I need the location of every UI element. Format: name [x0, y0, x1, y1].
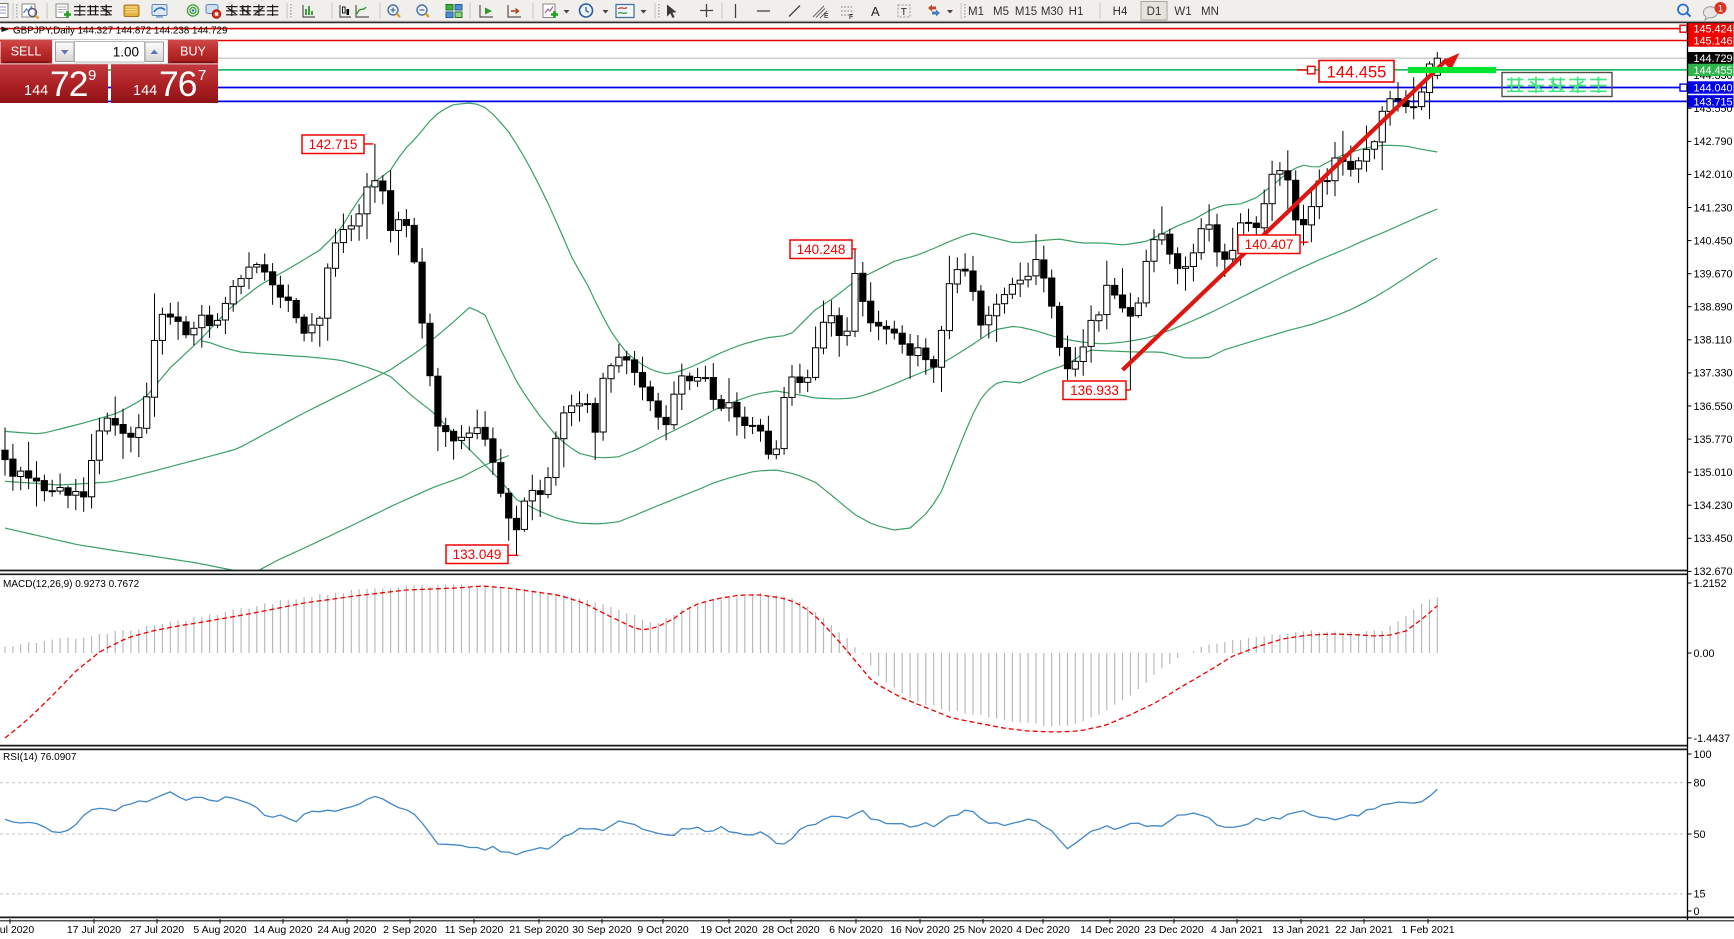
svg-text:144.729: 144.729	[1694, 53, 1733, 65]
svg-text:72: 72	[50, 64, 88, 104]
svg-text:23 Dec 2020: 23 Dec 2020	[1144, 924, 1204, 936]
svg-text:76: 76	[159, 64, 197, 104]
svg-text:135.770: 135.770	[1694, 434, 1733, 446]
svg-text:T: T	[901, 7, 907, 18]
svg-text:28 Oct 2020: 28 Oct 2020	[762, 924, 819, 936]
svg-text:17 Jul 2020: 17 Jul 2020	[67, 924, 121, 936]
svg-text:134.230: 134.230	[1694, 500, 1733, 512]
svg-text:141.230: 141.230	[1694, 202, 1733, 214]
svg-text:6 Nov 2020: 6 Nov 2020	[829, 924, 883, 936]
svg-text:1: 1	[1718, 4, 1723, 15]
svg-text:30 Sep 2020: 30 Sep 2020	[572, 924, 632, 936]
svg-text:140.407: 140.407	[1245, 237, 1294, 252]
svg-text:132.670: 132.670	[1694, 566, 1733, 578]
svg-text:80: 80	[1694, 778, 1706, 790]
svg-text:-1.4437: -1.4437	[1694, 733, 1731, 745]
svg-text:14 Aug 2020: 14 Aug 2020	[254, 924, 313, 936]
svg-text:A: A	[871, 4, 880, 19]
svg-text:M5: M5	[993, 6, 1009, 18]
svg-text:137.330: 137.330	[1694, 368, 1733, 380]
svg-text:9: 9	[88, 67, 96, 84]
svg-text:142.010: 142.010	[1694, 169, 1733, 181]
svg-text:8 Jul 2020: 8 Jul 2020	[0, 924, 34, 936]
svg-text:11 Sep 2020: 11 Sep 2020	[445, 924, 504, 936]
svg-text:RSI(14) 76.0907: RSI(14) 76.0907	[3, 752, 77, 763]
svg-text:140.450: 140.450	[1694, 235, 1733, 247]
svg-text:142.790: 142.790	[1694, 136, 1733, 148]
svg-text:5 Aug 2020: 5 Aug 2020	[193, 924, 246, 936]
svg-text:144: 144	[133, 83, 157, 99]
svg-text:M30: M30	[1041, 6, 1063, 18]
svg-text:4 Dec 2020: 4 Dec 2020	[1016, 924, 1070, 936]
svg-text:SELL: SELL	[11, 45, 42, 59]
svg-text:136.933: 136.933	[1070, 383, 1119, 398]
svg-text:50: 50	[1694, 829, 1706, 841]
svg-text:15: 15	[1694, 889, 1706, 901]
svg-text:144.455: 144.455	[1694, 65, 1733, 77]
svg-text:24 Aug 2020: 24 Aug 2020	[318, 924, 377, 936]
svg-text:MN: MN	[1201, 6, 1219, 18]
svg-text:13 Jan 2021: 13 Jan 2021	[1272, 924, 1330, 936]
svg-text:100: 100	[1694, 749, 1712, 761]
svg-text:1.2152: 1.2152	[1694, 578, 1727, 590]
svg-text:145.146: 145.146	[1694, 35, 1733, 47]
svg-text:7: 7	[198, 67, 206, 84]
svg-text:145.424: 145.424	[1694, 24, 1733, 36]
svg-text:D1: D1	[1147, 6, 1162, 18]
svg-text:4 Jan 2021: 4 Jan 2021	[1211, 924, 1263, 936]
svg-text:1 Feb 2021: 1 Feb 2021	[1401, 924, 1454, 936]
svg-text:139.670: 139.670	[1694, 269, 1733, 281]
svg-text:M1: M1	[968, 6, 984, 18]
svg-text:H1: H1	[1069, 6, 1084, 18]
svg-text:138.890: 138.890	[1694, 302, 1733, 314]
svg-text:E: E	[824, 13, 829, 20]
svg-text:144.040: 144.040	[1694, 82, 1733, 94]
svg-text:9 Oct 2020: 9 Oct 2020	[637, 924, 689, 936]
svg-text:MACD(12,26,9) 0.9273 0.7672: MACD(12,26,9) 0.9273 0.7672	[3, 579, 140, 590]
svg-text:19 Oct 2020: 19 Oct 2020	[700, 924, 757, 936]
svg-text:133.049: 133.049	[453, 547, 502, 562]
svg-text:1.00: 1.00	[113, 45, 139, 60]
svg-text:142.715: 142.715	[309, 137, 358, 152]
svg-text:140.248: 140.248	[797, 242, 846, 257]
svg-text:W1: W1	[1174, 6, 1191, 18]
svg-text:143.715: 143.715	[1694, 96, 1733, 108]
svg-text:2 Sep 2020: 2 Sep 2020	[383, 924, 437, 936]
svg-text:0: 0	[1694, 906, 1700, 918]
svg-text:M15: M15	[1015, 6, 1037, 18]
svg-text:27 Jul 2020: 27 Jul 2020	[130, 924, 184, 936]
svg-text:BUY: BUY	[180, 45, 206, 59]
svg-text:144.455: 144.455	[1327, 64, 1387, 82]
svg-text:21 Sep 2020: 21 Sep 2020	[509, 924, 569, 936]
svg-text:16 Nov 2020: 16 Nov 2020	[890, 924, 950, 936]
svg-text:133.450: 133.450	[1694, 533, 1733, 545]
svg-text:136.550: 136.550	[1694, 401, 1733, 413]
svg-text:0.00: 0.00	[1694, 648, 1715, 660]
svg-text:135.010: 135.010	[1694, 467, 1733, 479]
svg-text:14 Dec 2020: 14 Dec 2020	[1080, 924, 1140, 936]
svg-text:138.110: 138.110	[1694, 335, 1732, 347]
svg-text:144: 144	[24, 83, 48, 99]
svg-text:H4: H4	[1113, 6, 1128, 18]
svg-text:25 Nov 2020: 25 Nov 2020	[953, 924, 1013, 936]
svg-text:22 Jan 2021: 22 Jan 2021	[1335, 924, 1393, 936]
svg-text:GBPJPY,Daily 144.327 144.872 1: GBPJPY,Daily 144.327 144.872 144.238 144…	[13, 26, 227, 37]
svg-text:F: F	[849, 14, 853, 21]
